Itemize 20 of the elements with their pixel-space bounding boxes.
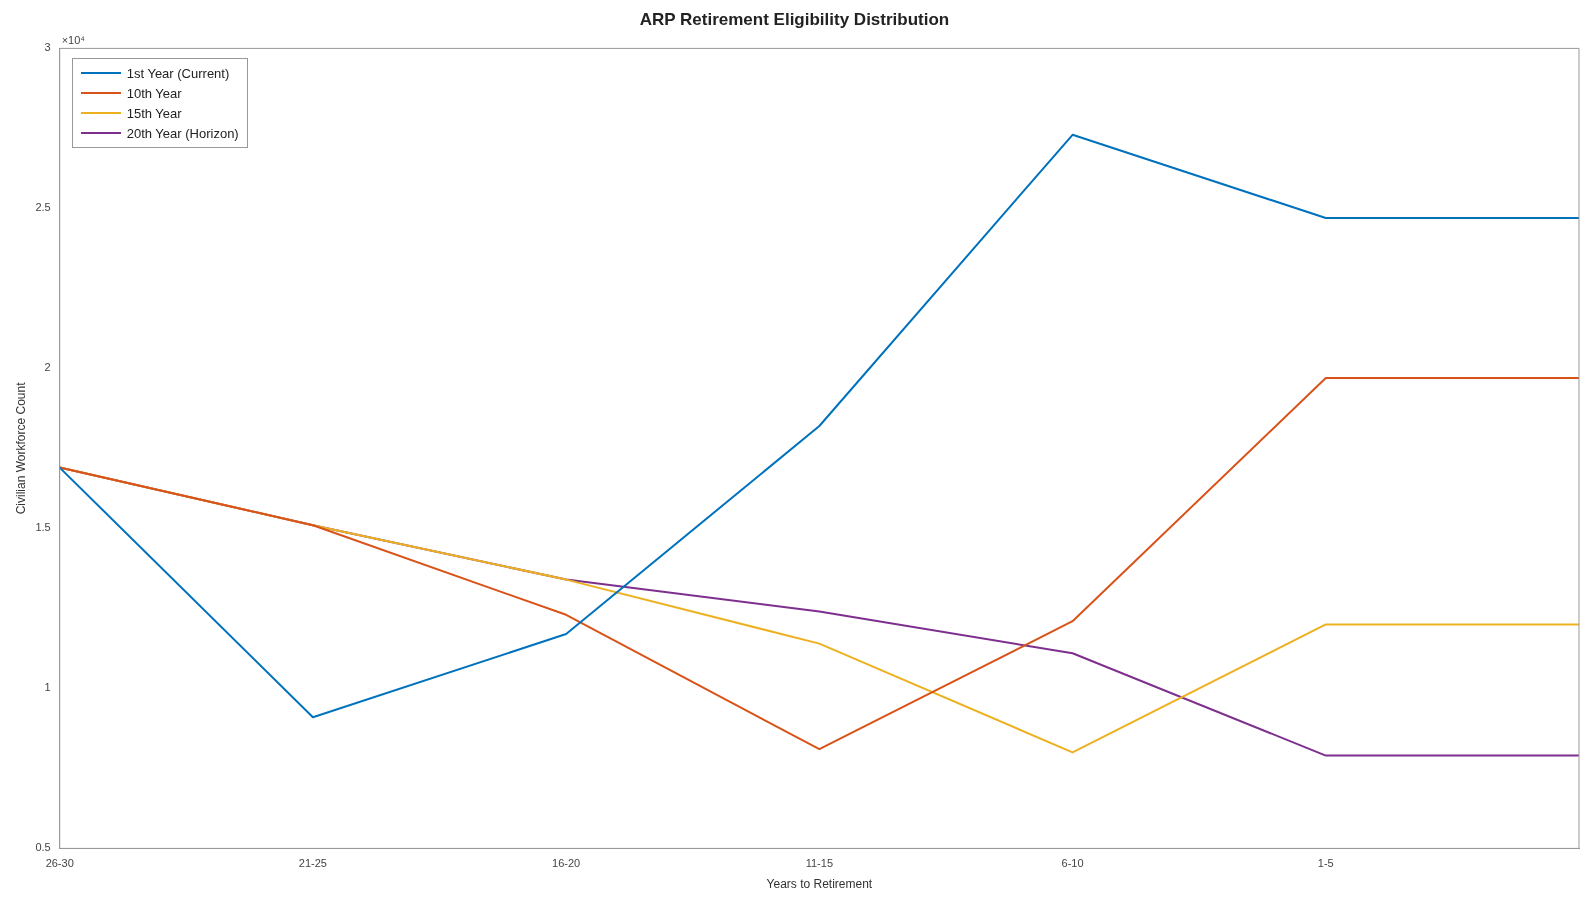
y-tick-label: 1: [44, 681, 51, 694]
y-axis-title: Civilian Workforce Count: [13, 381, 28, 515]
x-tick-label: 21-25: [298, 857, 327, 870]
text: ×10⁴: [61, 33, 86, 46]
y-tick-label: 2.5: [35, 201, 51, 214]
legend-label: 15th Year: [126, 105, 182, 121]
x-axis-title: Years to Retirement: [766, 877, 873, 892]
legend-label: 1st Year (Current): [126, 65, 230, 81]
legend-label: 20th Year (Horizon): [126, 125, 239, 141]
x-tick-label: 6-10: [1061, 857, 1084, 870]
x-tick-label: 11-15: [805, 857, 834, 870]
y-tick-label: 1.5: [35, 521, 51, 534]
y-tick-label: 2: [44, 361, 51, 374]
legend-label: 10th Year: [126, 85, 182, 101]
x-tick-label: 26-30: [45, 857, 74, 870]
y-tick-label: 3: [44, 41, 51, 54]
x-tick-label: 1-5: [1317, 857, 1334, 870]
chart-title: ARP Retirement Eligibility Distribution: [639, 9, 950, 29]
y-tick-label: 0.5: [35, 841, 51, 854]
x-tick-label: 16-20: [552, 857, 581, 870]
